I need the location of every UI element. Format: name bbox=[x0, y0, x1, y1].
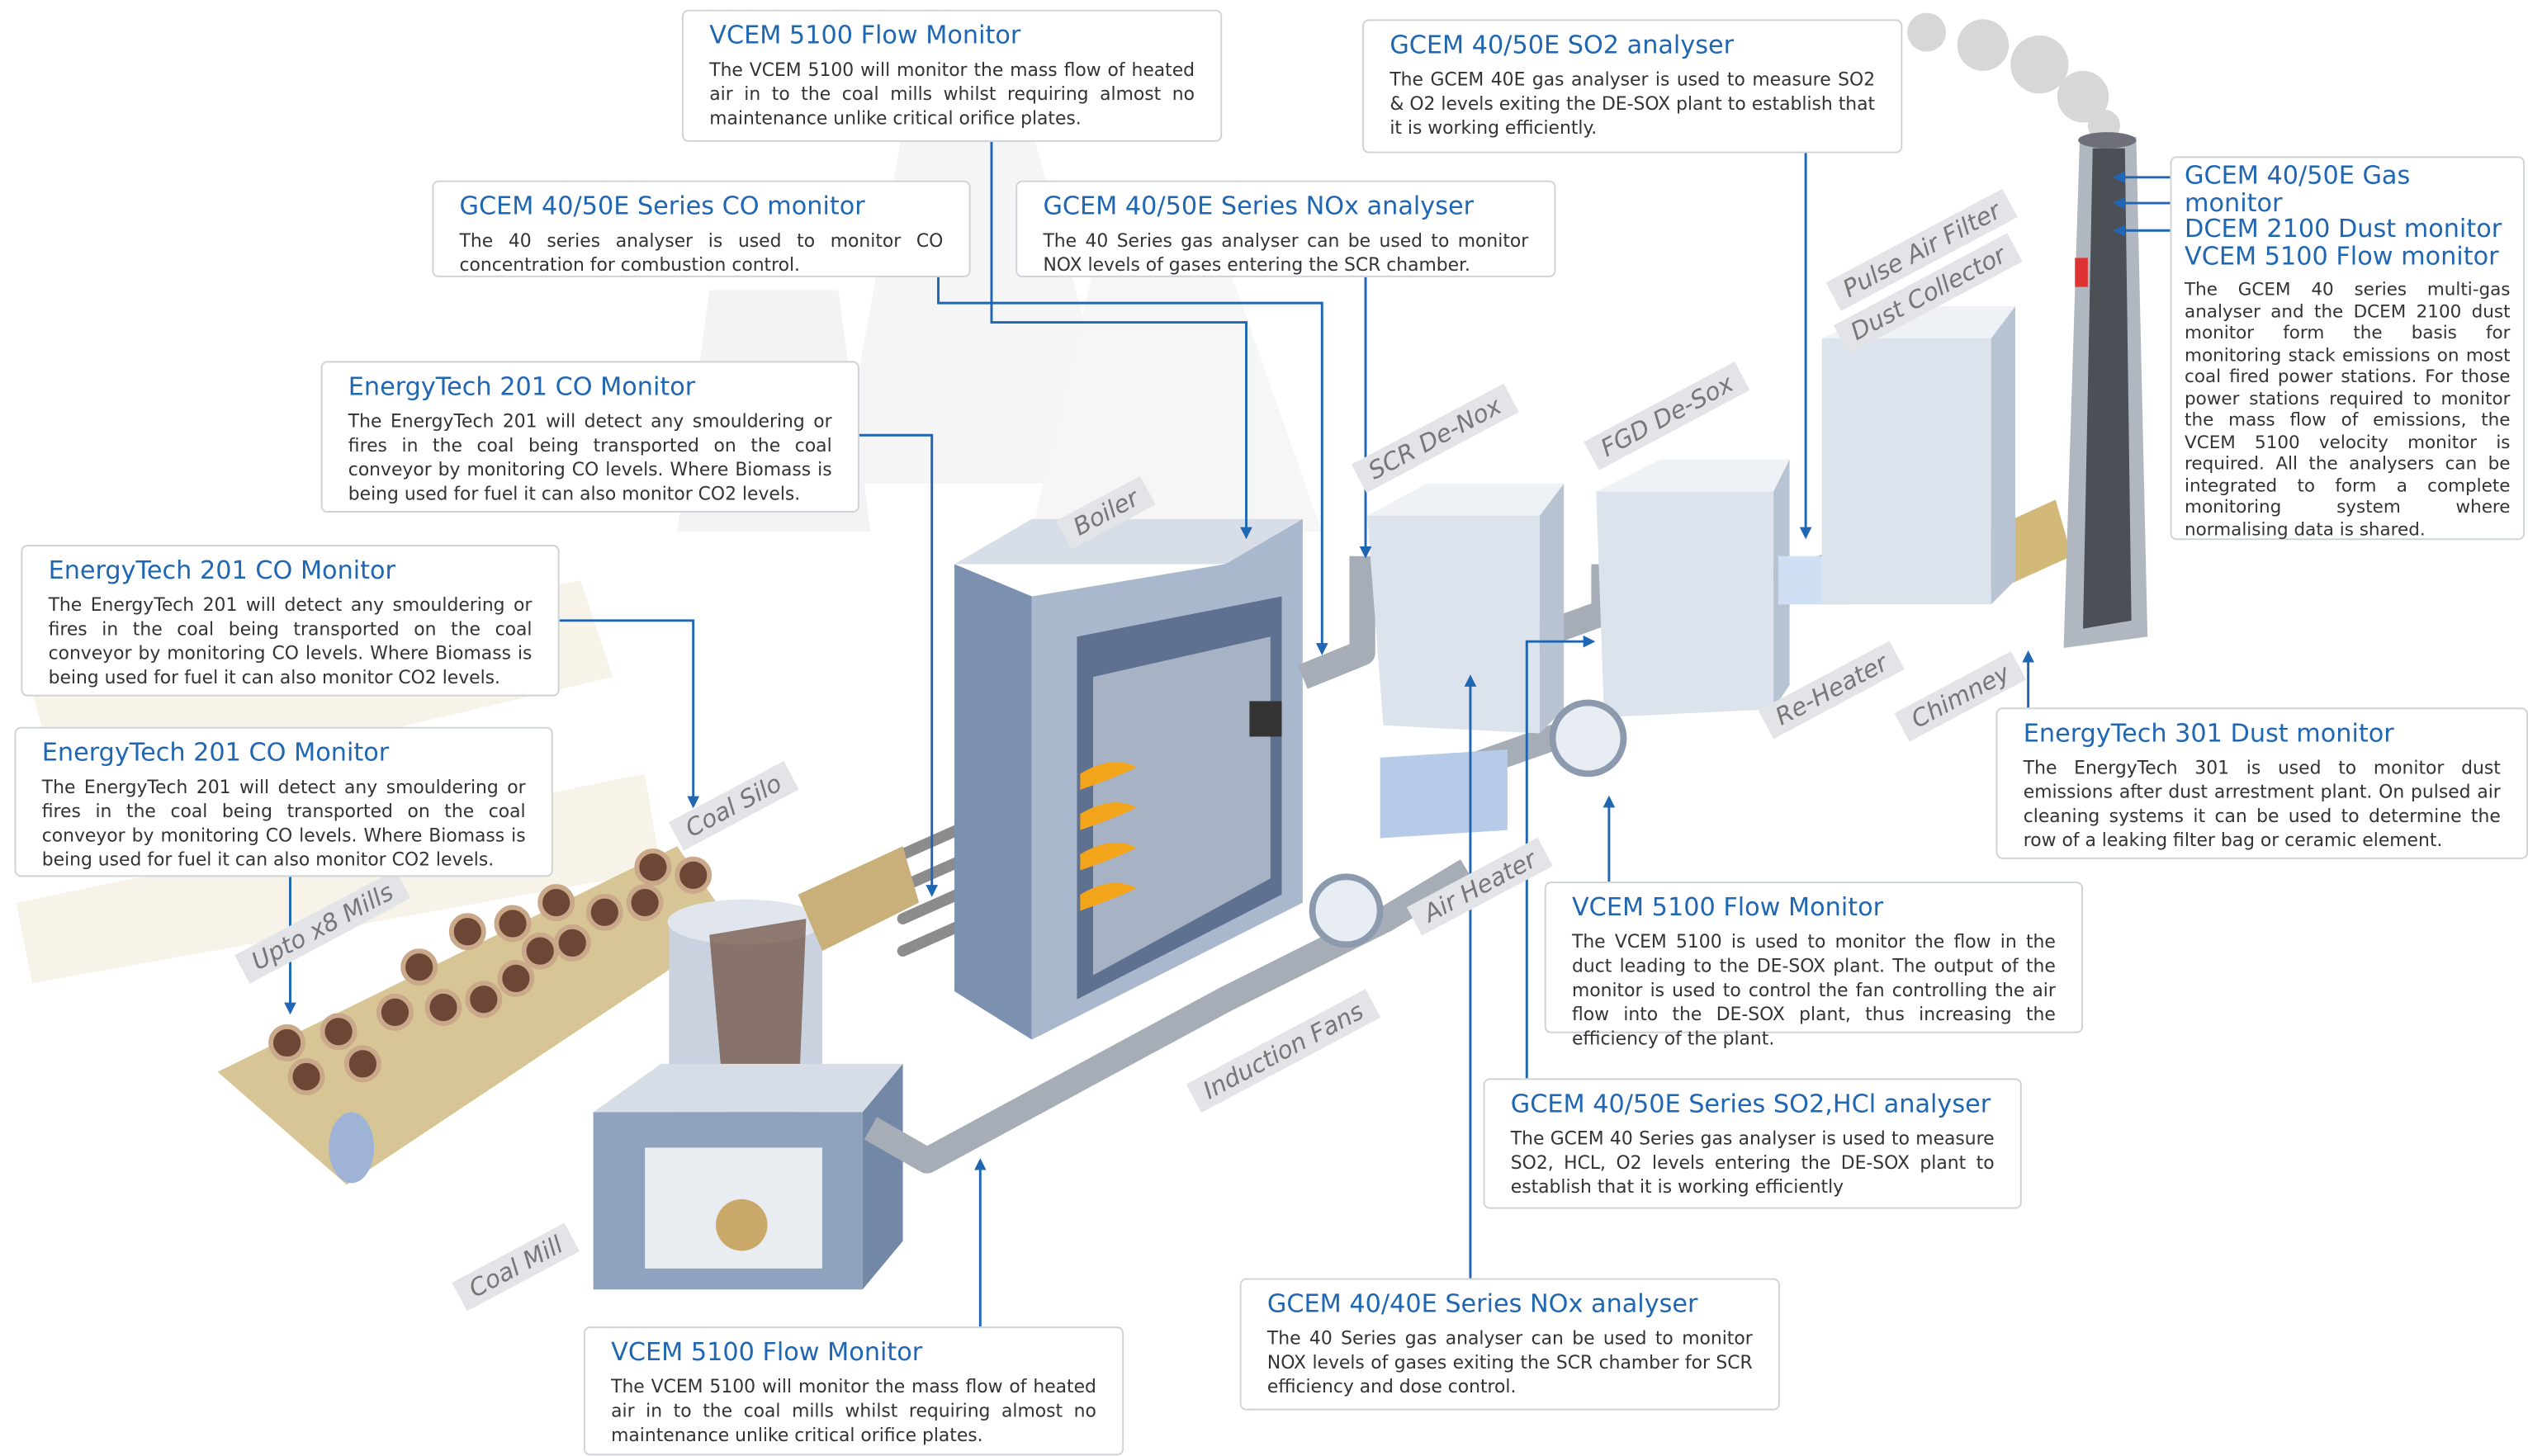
callout-text: The VCEM 5100 will monitor the mass flow… bbox=[611, 1375, 1096, 1448]
callout: GCEM 40/50E Series CO monitor The 40 seri… bbox=[432, 181, 970, 277]
callout-title: GCEM 40/50E Series SO2,HCl analyser bbox=[1511, 1088, 1995, 1120]
callout-text: The EnergyTech 201 will detect any smoul… bbox=[42, 775, 526, 872]
stack-title: GCEM 40/50E Gas monitor bbox=[2185, 163, 2510, 215]
stack-title: VCEM 5100 Flow monitor bbox=[2185, 243, 2510, 269]
callout: GCEM 40/40E Series NOx analyser The 40 Se… bbox=[1240, 1279, 1780, 1411]
callout-title: VCEM 5100 Flow Monitor bbox=[611, 1336, 1096, 1369]
callout-title: VCEM 5100 Flow Monitor bbox=[709, 19, 1195, 51]
callout-text: The VCEM 5100 will monitor the mass flow… bbox=[709, 58, 1195, 130]
callout-text: The EnergyTech 201 will detect any smoul… bbox=[49, 593, 533, 690]
coal-mill bbox=[594, 1064, 903, 1289]
callout-title: EnergyTech 301 Dust monitor bbox=[2024, 717, 2501, 749]
callout: EnergyTech 301 Dust monitor The EnergyTec… bbox=[1996, 707, 2528, 859]
callout: GCEM 40/50E SO2 analyser The GCEM 40E gas… bbox=[1362, 19, 1902, 153]
callout-text: The 40 Series gas analyser can be used t… bbox=[1267, 1326, 1753, 1399]
stack-title: DCEM 2100 Dust monitor bbox=[2185, 216, 2510, 243]
callout: GCEM 40/50E Series NOx analyser The 40 Se… bbox=[1015, 181, 1555, 277]
smoke bbox=[1907, 13, 2120, 142]
scr-unit bbox=[1367, 484, 1564, 839]
callout: VCEM 5100 Flow Monitor The VCEM 5100 will… bbox=[584, 1326, 1124, 1455]
callout-title: EnergyTech 201 CO Monitor bbox=[49, 555, 533, 587]
callout-text: The VCEM 5100 is used to monitor the flo… bbox=[1572, 930, 2056, 1051]
callout-title: GCEM 40/40E Series NOx analyser bbox=[1267, 1288, 1753, 1320]
callout-title: EnergyTech 201 CO Monitor bbox=[42, 736, 526, 768]
fgd-unit bbox=[1596, 460, 1851, 717]
callout-title: GCEM 40/50E Series NOx analyser bbox=[1043, 190, 1528, 222]
callout: GCEM 40/50E Series SO2,HCl analyser The G… bbox=[1484, 1078, 2022, 1208]
diagram: BoilerSCR De-NoxFGD De-SoxPulse Air Filt… bbox=[0, 0, 2528, 1455]
stack-text: The GCEM 40 series multi-gas analyser an… bbox=[2185, 279, 2510, 540]
callout-text: The EnergyTech 301 is used to monitor du… bbox=[2024, 756, 2501, 853]
callout: EnergyTech 201 CO Monitor The EnergyTech … bbox=[21, 545, 559, 697]
callout-title: GCEM 40/50E SO2 analyser bbox=[1389, 29, 1875, 61]
callout-title: GCEM 40/50E Series CO monitor bbox=[460, 190, 944, 222]
boiler bbox=[954, 519, 1303, 1040]
page: BoilerSCR De-NoxFGD De-SoxPulse Air Filt… bbox=[0, 0, 2528, 1456]
callout: VCEM 5100 Flow Monitor The VCEM 5100 will… bbox=[682, 10, 1222, 142]
callout-title: EnergyTech 201 CO Monitor bbox=[348, 371, 832, 403]
coal-chute bbox=[798, 846, 919, 951]
callout: EnergyTech 201 CO Monitor The EnergyTech … bbox=[321, 361, 859, 513]
callout-text: The EnergyTech 201 will detect any smoul… bbox=[348, 409, 832, 506]
callout: EnergyTech 201 CO Monitor The EnergyTech … bbox=[15, 727, 553, 877]
callout-text: The 40 Series gas analyser can be used t… bbox=[1043, 229, 1528, 277]
callout-text: The GCEM 40 Series gas analyser is used … bbox=[1511, 1127, 1995, 1199]
callout-text: The GCEM 40E gas analyser is used to mea… bbox=[1389, 68, 1875, 140]
chimney bbox=[2064, 132, 2148, 648]
callout-text: The 40 series analyser is used to monito… bbox=[460, 229, 944, 277]
callout-title: VCEM 5100 Flow Monitor bbox=[1572, 891, 2056, 924]
